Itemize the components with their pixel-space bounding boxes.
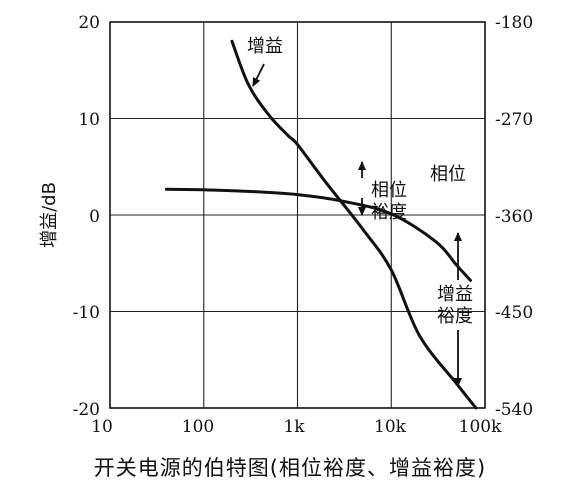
- x-tick-label: 10k: [374, 417, 407, 437]
- phase-curve-label: 相位: [430, 164, 466, 185]
- y2-tick-label: -360: [495, 207, 533, 227]
- gain-curve: [230, 39, 478, 410]
- x-tick-label: 100k: [459, 417, 502, 437]
- series-layer: [164, 39, 478, 410]
- y2-tick-label: -540: [495, 400, 533, 420]
- y-tick-label: -10: [73, 303, 100, 323]
- figure-caption: 开关电源的伯特图(相位裕度、增益裕度): [93, 456, 487, 480]
- gain-margin-label-line1: 增益: [437, 284, 473, 305]
- y-tick-label: 20: [78, 13, 100, 33]
- y2-tick-labels: -180 -270 -360 -450 -540: [495, 13, 533, 420]
- y2-tick-label: -450: [495, 303, 533, 323]
- plot-frame: [109, 21, 486, 409]
- y2-tick-label: -270: [495, 110, 533, 130]
- x-tick-label: 10: [91, 417, 113, 437]
- y-tick-labels: 20 10 0 -10 -20: [73, 13, 100, 420]
- x-tick-label: 100: [182, 417, 214, 437]
- gain-margin-label-line2: 裕度: [437, 306, 473, 327]
- phase-curve: [164, 187, 472, 282]
- gain-curve-label: 增益: [247, 36, 283, 57]
- x-tick-label: 1k: [283, 417, 305, 437]
- y-tick-label: 10: [78, 110, 100, 130]
- gain-label-arrow: [252, 63, 265, 87]
- y-axis-label: 增益/dB: [39, 182, 60, 248]
- phase-margin-label-line1: 相位: [371, 180, 407, 201]
- phase-margin-label-line2: 裕度: [371, 202, 407, 223]
- y-tick-label: -20: [73, 400, 100, 420]
- x-tick-labels: 10 100 1k 10k 100k: [91, 417, 502, 437]
- y2-tick-label: -180: [495, 13, 533, 33]
- y-tick-label: 0: [89, 207, 100, 227]
